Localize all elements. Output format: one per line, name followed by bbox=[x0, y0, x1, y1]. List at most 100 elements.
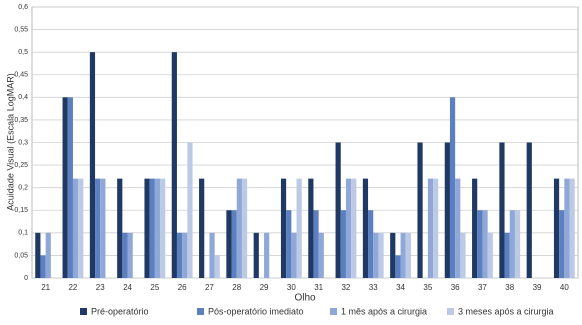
bar bbox=[89, 52, 96, 278]
bar bbox=[241, 178, 248, 278]
x-tick-label: 29 bbox=[260, 283, 269, 292]
x-tick-label: 34 bbox=[396, 283, 405, 292]
x-axis-label: Olho bbox=[294, 293, 316, 304]
bar bbox=[45, 232, 51, 278]
bar bbox=[100, 178, 106, 278]
bar bbox=[427, 178, 434, 278]
bar bbox=[62, 97, 68, 278]
x-tick-label: 38 bbox=[505, 283, 514, 292]
bar bbox=[117, 178, 123, 278]
bar bbox=[444, 142, 450, 278]
y-tick-label: 0,45 bbox=[14, 72, 28, 79]
bar bbox=[318, 232, 324, 278]
bar bbox=[78, 178, 84, 278]
x-tick-label: 37 bbox=[478, 283, 487, 292]
bar bbox=[35, 232, 41, 278]
bar bbox=[176, 232, 183, 278]
bar bbox=[231, 210, 237, 278]
y-tick-label: 0,6 bbox=[18, 4, 28, 11]
bar bbox=[373, 232, 379, 278]
bar bbox=[569, 178, 575, 278]
bar bbox=[559, 210, 565, 278]
bar bbox=[160, 178, 166, 278]
bar bbox=[280, 178, 287, 278]
bar bbox=[477, 210, 483, 278]
y-axis-label: Acuidade Visual (Escala LogMAR) bbox=[5, 73, 15, 210]
y-tick-label: 0,35 bbox=[14, 117, 28, 124]
bar bbox=[378, 232, 384, 278]
bar bbox=[313, 210, 319, 278]
bar bbox=[400, 232, 406, 278]
x-tick-label: 35 bbox=[423, 283, 432, 292]
x-tick-label: 26 bbox=[178, 283, 187, 292]
bar bbox=[95, 178, 101, 278]
x-tick-label: 36 bbox=[451, 283, 460, 292]
y-tick-label: 0,4 bbox=[18, 94, 28, 101]
bar bbox=[199, 178, 205, 278]
bar bbox=[40, 255, 46, 278]
bar bbox=[253, 232, 259, 278]
bar bbox=[291, 232, 297, 278]
legend-swatch bbox=[197, 308, 204, 315]
x-tick-label: 22 bbox=[68, 283, 77, 292]
bar bbox=[236, 178, 242, 278]
legend-swatch bbox=[80, 308, 87, 315]
bar bbox=[487, 232, 493, 278]
x-tick-label: 30 bbox=[287, 283, 296, 292]
bar bbox=[226, 210, 232, 278]
bar bbox=[122, 232, 128, 278]
legend-label: Pós-operatório imediato bbox=[208, 306, 304, 316]
x-tick-label: 33 bbox=[369, 283, 378, 292]
x-tick-label: 31 bbox=[314, 283, 323, 292]
legend-label: 3 meses após a cirurgia bbox=[458, 306, 554, 316]
bar bbox=[308, 178, 314, 278]
legend-swatch bbox=[330, 308, 337, 315]
x-tick-label: 39 bbox=[533, 283, 542, 292]
bar bbox=[67, 97, 73, 278]
bar bbox=[449, 97, 456, 278]
bar bbox=[564, 178, 570, 278]
bar bbox=[209, 232, 215, 278]
bar bbox=[390, 232, 396, 278]
y-tick-label: 0,5 bbox=[18, 49, 28, 56]
bar bbox=[472, 178, 478, 278]
y-tick-label: 0,25 bbox=[14, 162, 28, 169]
x-tick-label: 28 bbox=[232, 283, 241, 292]
y-tick-label: 0,15 bbox=[14, 207, 28, 214]
bar bbox=[482, 210, 488, 278]
bar bbox=[362, 178, 369, 278]
x-tick-label: 25 bbox=[150, 283, 159, 292]
bar bbox=[72, 178, 79, 278]
bar bbox=[455, 178, 461, 278]
bar bbox=[127, 232, 133, 278]
y-tick-label: 0,1 bbox=[18, 230, 28, 237]
x-tick-label: 23 bbox=[96, 283, 105, 292]
bar bbox=[514, 210, 521, 278]
x-tick-label: 24 bbox=[123, 283, 132, 292]
x-tick-label: 40 bbox=[560, 283, 569, 292]
bar bbox=[345, 178, 352, 278]
y-tick-label: 0,05 bbox=[14, 252, 28, 259]
bar bbox=[553, 178, 560, 278]
bar bbox=[296, 178, 302, 278]
bar bbox=[171, 52, 177, 278]
bar bbox=[340, 210, 346, 278]
bar bbox=[286, 210, 292, 278]
bar bbox=[504, 232, 510, 278]
bar bbox=[351, 178, 357, 278]
bar bbox=[417, 142, 423, 278]
bar bbox=[214, 255, 220, 278]
bar bbox=[509, 210, 515, 278]
x-tick-label: 27 bbox=[205, 283, 214, 292]
legend-label: 1 mês após a cirurgia bbox=[341, 306, 427, 316]
x-tick-label: 32 bbox=[341, 283, 350, 292]
x-tick-label: 21 bbox=[41, 283, 50, 292]
bar bbox=[144, 178, 150, 278]
bar bbox=[335, 142, 341, 278]
bar bbox=[526, 142, 532, 278]
bar bbox=[182, 232, 188, 278]
y-tick-label: 0,55 bbox=[14, 26, 28, 33]
bar bbox=[433, 178, 439, 278]
bar bbox=[368, 210, 374, 278]
